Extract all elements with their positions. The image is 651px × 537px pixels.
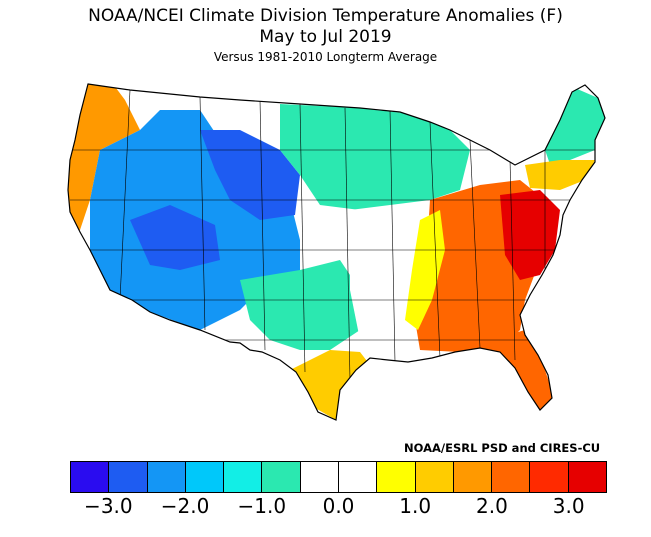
region-southern-plains xyxy=(240,260,360,350)
region-northeast-warm xyxy=(525,160,595,190)
map-period: May to Jul 2019 xyxy=(259,27,392,47)
legend-tick-label: 0.0 xyxy=(322,494,355,518)
legend-swatch xyxy=(300,462,339,492)
map-title: NOAA/NCEI Climate Division Temperature A… xyxy=(88,6,563,26)
legend-tick-label: 1.0 xyxy=(399,494,432,518)
legend-swatch xyxy=(224,462,263,492)
region-florida xyxy=(490,330,552,410)
legend-tick-label: −1.0 xyxy=(237,494,287,518)
region-northern-rockies xyxy=(200,130,300,220)
region-upper-midwest xyxy=(280,104,470,210)
legend-tick-label: 3.0 xyxy=(552,494,585,518)
map-subtitle: Versus 1981-2010 Longterm Average xyxy=(213,50,438,64)
legend-tick-label: 2.0 xyxy=(476,494,508,518)
legend-swatch xyxy=(338,462,378,492)
region-new-england xyxy=(545,88,605,170)
legend-swatch xyxy=(185,462,225,492)
color-legend xyxy=(70,461,607,493)
legend-tick-label: −3.0 xyxy=(84,494,133,518)
legend-swatch xyxy=(262,462,301,492)
region-great-basin-core xyxy=(130,205,220,270)
legend-tick-label: −2.0 xyxy=(160,494,210,518)
legend-swatch xyxy=(453,462,493,492)
legend-swatch xyxy=(530,462,569,492)
legend-swatch xyxy=(71,462,110,492)
legend-swatch xyxy=(147,462,186,492)
legend-swatch xyxy=(415,462,454,492)
legend-swatch xyxy=(377,462,416,492)
us-anomaly-map xyxy=(67,83,606,421)
legend-swatch xyxy=(568,462,606,492)
data-credit: NOAA/ESRL PSD and CIRES-CU xyxy=(404,441,601,455)
anomaly-regions xyxy=(68,84,605,420)
legend-swatch xyxy=(492,462,531,492)
legend-swatch xyxy=(109,462,148,492)
